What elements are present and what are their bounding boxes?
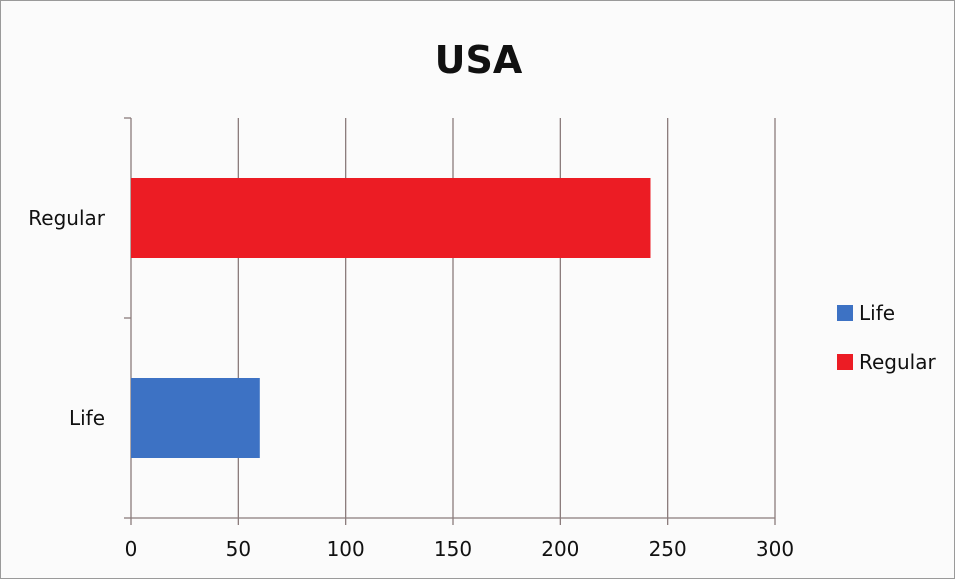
y-category-label: Regular (28, 206, 105, 230)
x-tick-label: 0 (125, 537, 138, 561)
x-tick-label: 50 (226, 537, 251, 561)
x-tick-label: 200 (541, 537, 579, 561)
legend-label: Life (859, 301, 895, 325)
chart-title: USA (434, 38, 523, 82)
x-tick-label: 150 (434, 537, 472, 561)
legend-label: Regular (859, 350, 936, 374)
x-tick-label: 100 (327, 537, 365, 561)
x-tick-label: 250 (649, 537, 687, 561)
x-tick-labels: 0 50 100 150 200 250 300 (125, 537, 794, 561)
legend-swatch (837, 305, 853, 321)
y-category-label: Life (69, 406, 105, 430)
bars (131, 178, 651, 458)
bar-regular (131, 178, 651, 258)
legend-swatch (837, 354, 853, 370)
legend: Life Regular (837, 301, 936, 374)
y-category-labels: Life Regular (28, 206, 105, 430)
x-tick-label: 300 (756, 537, 794, 561)
bar-life (131, 378, 260, 458)
